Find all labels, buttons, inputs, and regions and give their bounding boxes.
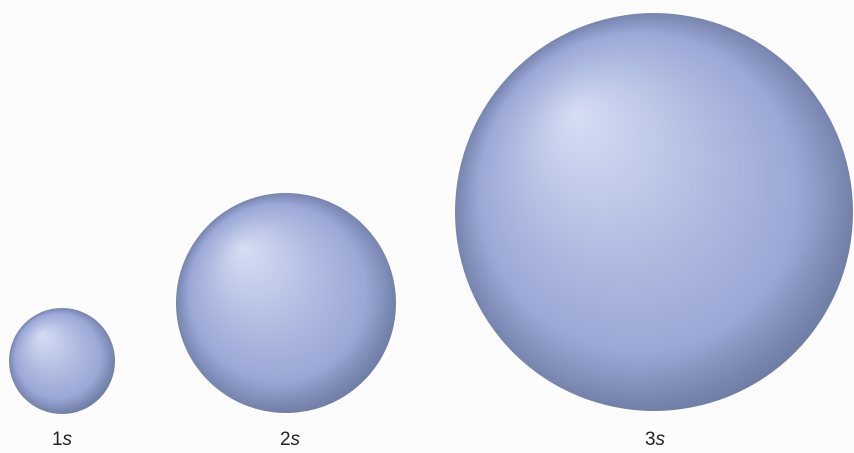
shell-number: 1 [52, 429, 63, 450]
subshell-letter: s [291, 429, 301, 450]
orbital-2s: 2s [176, 193, 396, 450]
sphere-shade [455, 13, 853, 411]
sphere-shade [9, 308, 115, 414]
orbital-3s: 3s [455, 13, 853, 450]
shell-number: 2 [280, 429, 291, 450]
orbital-label: 3s [645, 429, 666, 450]
orbital-1s: 1s [9, 308, 115, 450]
shell-number: 3 [645, 429, 656, 450]
orbital-label: 2s [280, 429, 301, 450]
subshell-letter: s [656, 429, 666, 450]
sphere-shade [176, 193, 396, 413]
orbital-label: 1s [52, 429, 73, 450]
subshell-letter: s [63, 429, 73, 450]
